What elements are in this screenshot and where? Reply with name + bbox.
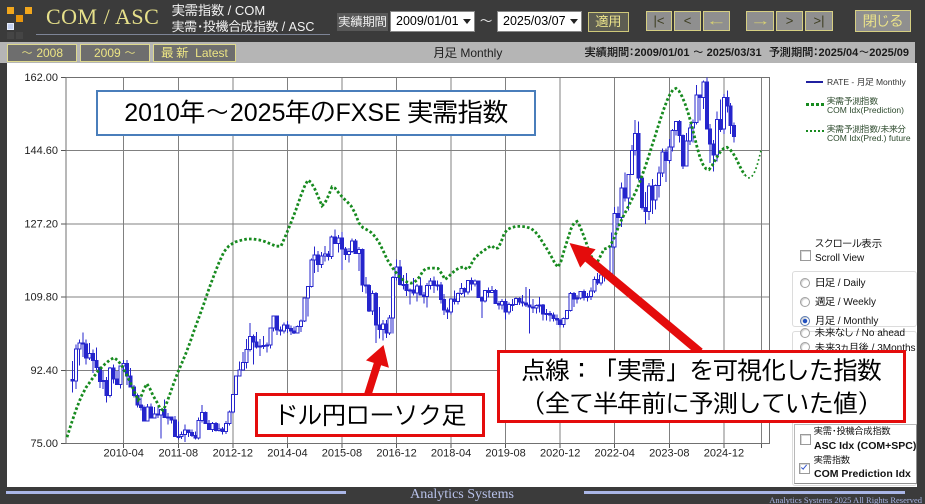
- svg-text:2020-12: 2020-12: [540, 448, 580, 460]
- svg-text:2015-08: 2015-08: [322, 448, 362, 460]
- svg-text:2014-04: 2014-04: [267, 448, 307, 460]
- svg-text:2024-12: 2024-12: [704, 448, 744, 460]
- svg-text:2010-04: 2010-04: [104, 448, 144, 460]
- svg-text:162.00: 162.00: [24, 72, 58, 84]
- svg-text:109.80: 109.80: [24, 292, 58, 304]
- svg-text:2023-08: 2023-08: [649, 448, 689, 460]
- svg-text:2016-12: 2016-12: [376, 448, 416, 460]
- svg-text:2011-08: 2011-08: [159, 448, 199, 460]
- svg-text:2012-12: 2012-12: [213, 448, 253, 460]
- svg-text:2019-08: 2019-08: [485, 448, 525, 460]
- svg-text:75.00: 75.00: [30, 438, 58, 450]
- svg-text:2022-04: 2022-04: [595, 448, 635, 460]
- svg-text:92.40: 92.40: [30, 365, 58, 377]
- svg-text:127.20: 127.20: [24, 218, 58, 230]
- svg-text:2018-04: 2018-04: [431, 448, 471, 460]
- svg-text:144.60: 144.60: [24, 145, 58, 157]
